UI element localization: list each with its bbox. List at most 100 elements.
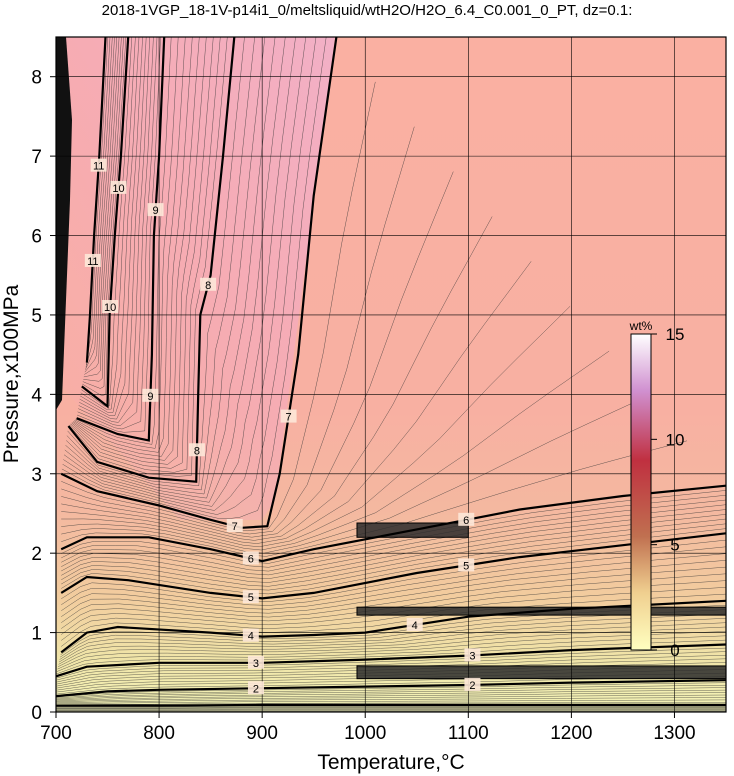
contour-label-bg (102, 300, 119, 313)
contour-label-bg (188, 443, 205, 457)
fine-contour-line (61, 553, 726, 612)
contour-label-text: 7 (286, 412, 292, 424)
contour-label-text: 10 (112, 183, 124, 195)
contour-label-text: 2 (469, 680, 475, 692)
fine-contour-line (71, 37, 207, 465)
fine-contour-line (83, 37, 120, 378)
contour-label-text: 11 (93, 161, 104, 173)
contour-label: 5 (242, 590, 259, 604)
fine-contour-line (74, 37, 179, 449)
fine-contour-line (56, 697, 726, 704)
x-tick-label: 1000 (344, 723, 386, 744)
fine-contour-line (63, 37, 307, 511)
contour-label-bg (458, 558, 475, 572)
fine-contour-line (61, 573, 726, 629)
contour-line (56, 679, 726, 698)
fine-contour-line (84, 37, 115, 373)
x-tick-label: 900 (246, 723, 278, 744)
fine-contour-line (58, 622, 726, 665)
contour-label-text: 9 (147, 391, 153, 403)
colorbar-tick-label: 5 (670, 536, 679, 555)
contour-label-bg (458, 512, 475, 526)
contour-label-text: 5 (463, 560, 469, 572)
fine-contour-line (77, 37, 158, 430)
fine-contour-line (61, 560, 726, 617)
fine-contour-line (61, 261, 532, 544)
contour-label-bg (280, 409, 297, 423)
contour-labels: 2 2 3 3 4 4 5 5 6 6 7 7 8 8 9 9 10 10 11 11 (84, 158, 481, 695)
fine-contour-line (69, 37, 228, 477)
fine-contour-line (78, 37, 151, 423)
contour-line (56, 703, 726, 707)
fine-contour-line (61, 37, 327, 519)
fine-contour-line (56, 682, 726, 698)
y-tick-label: 3 (31, 465, 42, 486)
x-tick-label: 1200 (550, 723, 592, 744)
fine-contour-line (61, 440, 688, 557)
contour-label-bg (464, 677, 481, 691)
fine-contour-line (56, 647, 726, 679)
contour-label-text: 8 (205, 280, 211, 292)
fine-contour-line (77, 37, 161, 433)
contour-label: 6 (458, 512, 475, 527)
contour-label: 7 (226, 519, 243, 533)
fine-contour-line (61, 593, 726, 647)
contour-label-text: 9 (153, 205, 159, 217)
contour-label-text: 2 (253, 683, 259, 695)
fine-contour-line (56, 689, 726, 701)
fine-contour-line (78, 37, 154, 426)
fine-contour-line (60, 604, 726, 656)
contour-label-text: 3 (253, 658, 259, 670)
fine-contour-line (56, 639, 726, 675)
contour-label-bg (84, 253, 101, 267)
fine-contour-line (61, 81, 376, 532)
y-tick-label: 2 (31, 544, 42, 565)
fine-contour-line (66, 37, 266, 495)
y-tick-label: 7 (31, 147, 42, 168)
contour-label-text: 5 (248, 592, 254, 604)
y-tick-label: 6 (31, 227, 42, 248)
grid (56, 37, 726, 712)
fine-contour-line (56, 687, 726, 700)
contour-label: 7 (280, 409, 297, 424)
colorbar: wt% 0 5 10 15 (629, 319, 685, 660)
contour-line (81, 37, 130, 409)
contour-line (85, 37, 107, 363)
x-tick-label: 800 (143, 723, 175, 744)
contour-label: 10 (102, 300, 119, 314)
colorbar-tick-label: 0 (670, 641, 679, 660)
fine-contour-line (56, 651, 726, 681)
fine-contour-line (61, 395, 649, 554)
colorbar-unit: wt% (629, 319, 653, 333)
fine-contour-line (61, 580, 726, 635)
contour-label: 10 (110, 180, 127, 195)
contour-label: 9 (142, 388, 159, 403)
contour-label: 11 (90, 158, 107, 173)
fine-contour-line (56, 654, 726, 683)
contour-label: 3 (464, 648, 481, 662)
fine-contour-line (80, 37, 140, 413)
contour-label-text: 10 (104, 302, 116, 314)
fine-contour-line (73, 37, 193, 457)
contour-label-bg (406, 617, 423, 631)
contour-label-text: 6 (248, 553, 254, 565)
x-axis: 700 800 900 1000 1100 1200 1300 (40, 712, 696, 744)
colorbar-tick-label: 15 (666, 325, 685, 344)
contour-label: 2 (464, 677, 481, 692)
colorbar-tick-label: 10 (666, 430, 685, 449)
fine-contour-line (61, 587, 726, 641)
contour-label-bg (242, 628, 259, 642)
fine-contour-line (56, 635, 726, 672)
contour-label: 3 (247, 655, 264, 670)
fine-contour-line (61, 546, 726, 606)
contour-label-text: 8 (194, 445, 200, 457)
dark-band (356, 665, 726, 680)
contour-label-bg (242, 551, 259, 565)
contour-line (60, 484, 726, 563)
contour-line (60, 532, 726, 600)
y-axis: 0 1 2 3 4 5 6 7 8 (31, 68, 56, 724)
fine-contour-line (59, 609, 726, 658)
fine-contour-line (82, 37, 124, 389)
fine-contour-line (56, 676, 726, 695)
